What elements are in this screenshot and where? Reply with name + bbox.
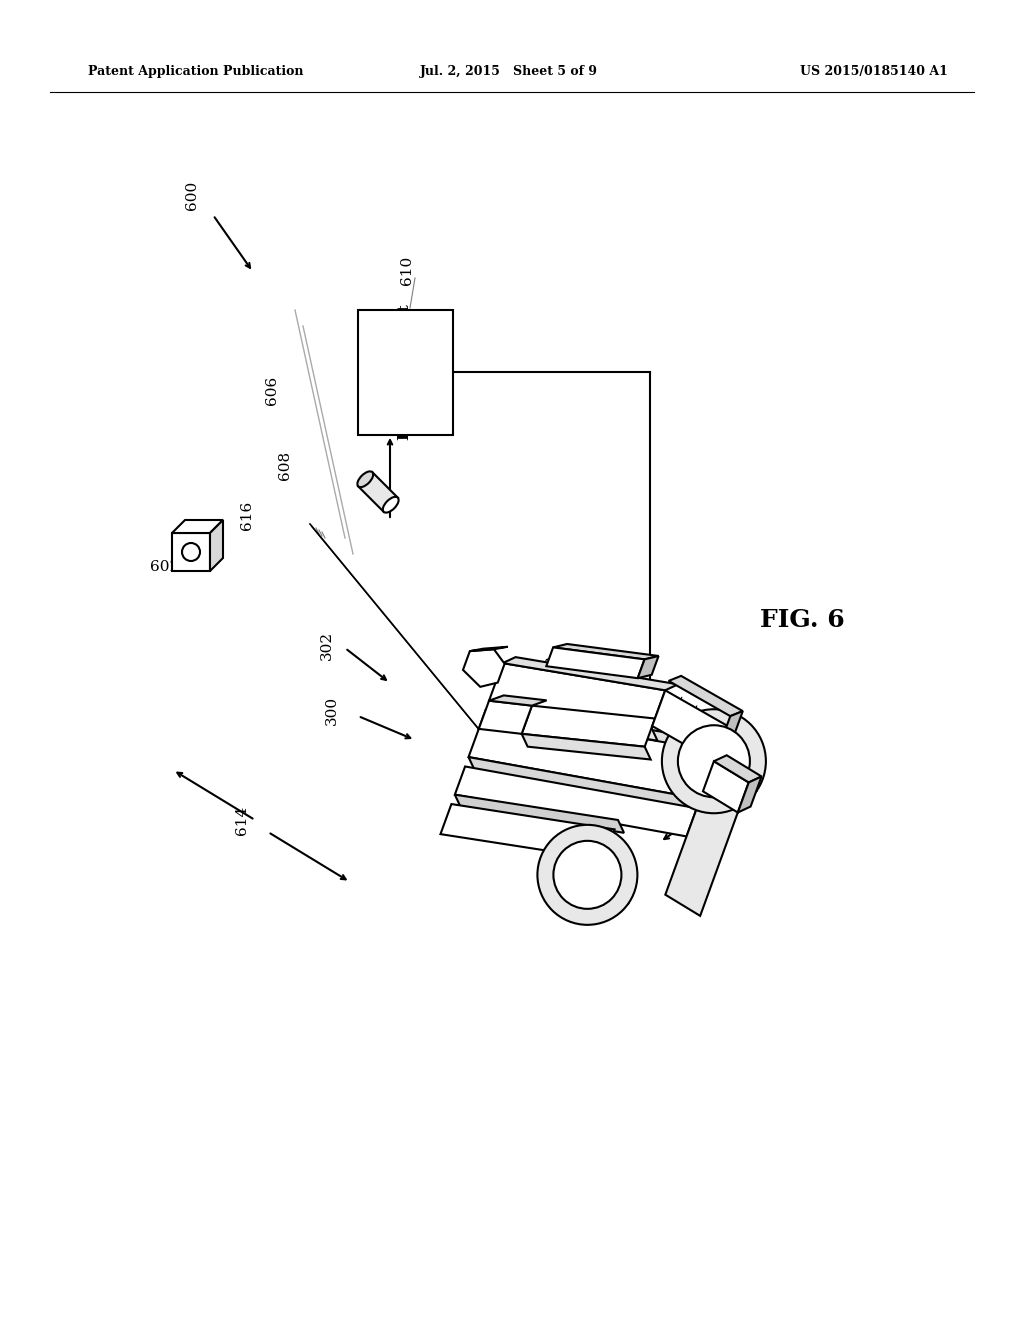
Circle shape: [538, 825, 637, 925]
Text: 502: 502: [545, 653, 559, 682]
Text: 602: 602: [150, 560, 179, 574]
Text: 300: 300: [325, 696, 339, 725]
Polygon shape: [714, 711, 742, 762]
Text: FIG. 6: FIG. 6: [760, 609, 845, 632]
Text: 608: 608: [278, 450, 292, 479]
Polygon shape: [172, 520, 223, 533]
Bar: [358, 310, 453, 436]
Circle shape: [662, 709, 766, 813]
Polygon shape: [669, 676, 742, 717]
Polygon shape: [489, 696, 547, 706]
Polygon shape: [470, 647, 508, 651]
Text: 600: 600: [185, 181, 199, 210]
Polygon shape: [638, 656, 658, 678]
Polygon shape: [553, 644, 658, 660]
Polygon shape: [210, 520, 223, 572]
Ellipse shape: [383, 496, 398, 512]
Text: 610: 610: [400, 255, 414, 285]
Polygon shape: [479, 701, 531, 734]
Polygon shape: [489, 701, 657, 741]
Text: 614: 614: [234, 805, 249, 834]
Polygon shape: [469, 758, 707, 812]
Text: 616: 616: [240, 500, 254, 529]
Bar: [172, 533, 210, 572]
Polygon shape: [503, 657, 678, 690]
Polygon shape: [702, 762, 749, 813]
Text: 604: 604: [685, 813, 715, 828]
Polygon shape: [358, 473, 397, 512]
Circle shape: [553, 841, 622, 909]
Polygon shape: [546, 647, 644, 678]
Polygon shape: [455, 767, 696, 837]
Polygon shape: [455, 795, 624, 833]
Polygon shape: [463, 649, 505, 686]
Polygon shape: [440, 804, 614, 859]
Text: 302: 302: [319, 631, 334, 660]
Polygon shape: [489, 701, 727, 755]
Polygon shape: [489, 663, 666, 727]
Polygon shape: [521, 734, 650, 759]
Circle shape: [182, 543, 200, 561]
Text: Patent Application Publication: Patent Application Publication: [88, 66, 303, 78]
Polygon shape: [652, 690, 727, 762]
Text: 606: 606: [265, 375, 279, 405]
Polygon shape: [738, 776, 762, 813]
Polygon shape: [469, 710, 717, 799]
Ellipse shape: [357, 471, 373, 487]
Text: US 2015/0185140 A1: US 2015/0185140 A1: [800, 66, 948, 78]
Text: Processing Unit: Processing Unit: [398, 305, 413, 441]
Polygon shape: [700, 746, 730, 799]
Polygon shape: [666, 780, 742, 916]
Polygon shape: [521, 706, 655, 747]
Circle shape: [678, 725, 750, 797]
Text: Jul. 2, 2015   Sheet 5 of 9: Jul. 2, 2015 Sheet 5 of 9: [420, 66, 598, 78]
Polygon shape: [714, 755, 762, 783]
